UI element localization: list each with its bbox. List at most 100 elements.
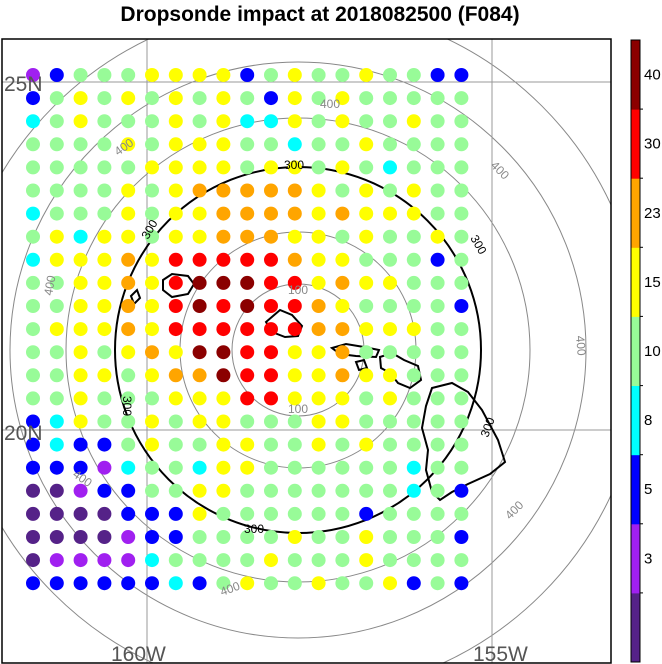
impact-dot [73,183,88,198]
impact-dot [73,229,88,244]
impact-dot [311,299,326,313]
impact-dot [26,460,40,475]
impact-dot [49,114,64,129]
impact-dot [192,460,207,475]
impact-dot [73,414,88,429]
impact-dot [192,252,207,267]
impact-dot [168,206,183,221]
impact-dot [311,483,326,498]
impact-dot [73,299,88,313]
impact-dot [240,345,255,360]
impact-dot [145,391,159,406]
colorbar-tick-label: 40 [644,67,661,84]
impact-dot [430,229,445,244]
impact-dot [49,137,64,152]
impact-dot [240,437,255,452]
impact-dot [168,322,183,337]
impact-dot [192,391,207,406]
impact-dot [311,91,326,106]
impact-dot [264,391,278,406]
impact-dot [168,506,183,521]
impact-dot [311,275,326,290]
impact-dot [335,183,350,198]
impact-dot [145,114,159,129]
impact-dot [311,506,326,521]
impact-dot [73,68,88,82]
impact-dot [311,345,326,360]
impact-dot [240,483,255,498]
impact-dot [311,137,326,152]
impact-dot [383,206,397,221]
impact-dot [192,553,207,568]
ring-label-100-bottom: 100 [288,402,308,416]
impact-dot [26,275,40,290]
impact-dot [240,460,255,475]
impact-dot [192,345,207,360]
impact-dot [264,229,278,244]
colorbar-segment [631,385,640,456]
colorbar-tick-label: 10 [644,343,661,360]
impact-dot [264,114,278,129]
colorbar-frame [630,39,641,663]
impact-dot [335,299,350,313]
impact-dot [264,91,278,106]
impact-dot [240,275,255,290]
impact-dot [311,114,326,129]
impact-dot [216,322,231,337]
impact-dot [359,483,374,498]
impact-dot [383,368,397,383]
impact-dot [311,206,326,221]
impact-dot [49,229,64,244]
impact-dot [335,68,350,82]
impact-dot [145,252,159,267]
impact-dot [335,252,350,267]
impact-dot [454,483,469,498]
impact-dot [216,414,231,429]
impact-dot [192,114,207,129]
impact-dot [168,414,183,429]
impact-dot [454,91,469,106]
impact-dot [97,68,112,82]
impact-dot [216,114,231,129]
impact-dot [168,137,183,152]
impact-dot [192,183,207,198]
impact-dot [430,414,445,429]
impact-dot [383,414,397,429]
impact-dot [359,368,374,383]
impact-dot [168,183,183,198]
impact-dot [264,137,278,152]
impact-dot [145,137,159,152]
impact-dot [359,576,374,591]
impact-dot [121,252,136,267]
impact-dot [26,483,40,498]
impact-dot [97,114,112,129]
impact-dot [49,252,64,267]
impact-dot [311,229,326,244]
impact-dot [168,437,183,452]
impact-dot [406,91,421,106]
impact-dot [359,252,374,267]
impact-dot [454,206,469,221]
impact-dot [73,252,88,267]
impact-dot [287,275,302,290]
ring-label-300-left: 300 [120,396,134,416]
impact-dot [359,275,374,290]
impact-dot [287,437,302,452]
ring-label-400-bottom: 400 [218,579,242,599]
impact-dot [216,391,231,406]
impact-dot [359,137,374,152]
impact-dot [359,460,374,475]
impact-dot [121,345,136,360]
impact-dot [121,576,136,591]
impact-dot [121,322,136,337]
impact-dot [454,137,469,152]
impact-dot [240,114,255,129]
impact-dot [311,68,326,82]
colorbar-segment [631,109,640,179]
impact-dot [49,68,64,82]
impact-dot [406,414,421,429]
impact-dot [335,91,350,106]
impact-dot [121,368,136,383]
impact-dot [121,483,136,498]
impact-dot [383,275,397,290]
